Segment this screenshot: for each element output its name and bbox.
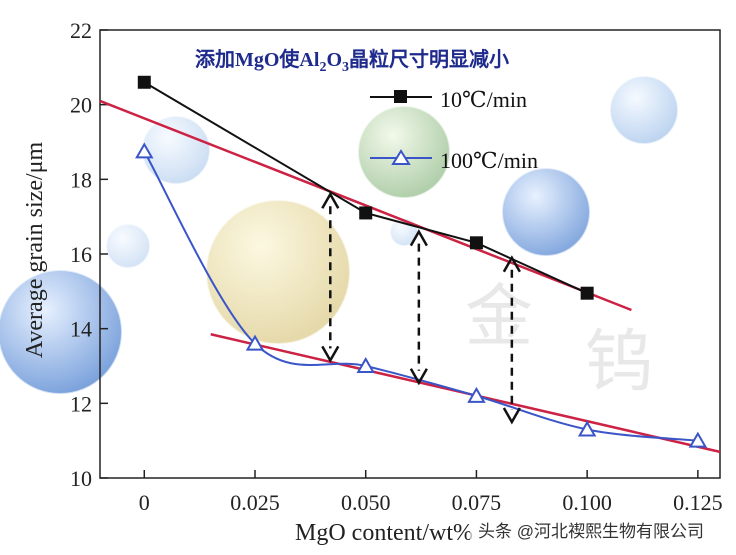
legend-marker-triangle [391,149,411,165]
point-100 [356,356,375,373]
legend-label-100: 100℃/min [440,148,538,173]
bubble-6 [141,115,211,185]
legend-label-10: 10℃/min [440,87,527,112]
legend-marker-square [394,90,407,103]
watermark-glyph-1: 金 [465,279,533,355]
point-100 [577,420,597,437]
arrow-head-up [321,191,340,209]
arrow-head-up [502,255,521,273]
y-axis-label: Average grain size/μm [22,142,48,359]
arrows [321,191,521,425]
point-100 [135,142,154,159]
double-arrow-1 [321,191,340,363]
fit-line-1 [99,99,632,312]
x-tick-label: 0.075 [452,490,502,515]
bubble-7 [105,223,151,269]
point-10 [469,236,483,250]
watermark: 金 钨 [465,279,653,400]
y-tick-label: 14 [70,317,92,342]
y-tick-label: 16 [70,242,92,267]
bubble-2 [205,199,351,345]
bubble-1 [0,269,123,395]
legend: 10℃/min 100℃/min [370,87,538,173]
y-tick-label: 12 [70,391,92,416]
y-tick-label: 10 [70,466,92,491]
arrow-head-down [502,407,521,425]
x-tick-label: 0.025 [230,490,280,515]
point-100 [688,431,708,448]
background-bubbles [0,75,679,395]
arrow-head-down [321,345,340,363]
point-10 [137,75,151,89]
chart-title: 添加MgO使Al2O3晶粒尺寸明显减小 [195,47,509,75]
series-line-10 [143,81,588,295]
point-10 [580,286,594,300]
point-100 [245,334,265,351]
bubble-3 [357,105,451,199]
y-tick-label: 18 [70,167,92,192]
arrow-head-up [409,229,428,247]
watermark-glyph-2: 钨 [585,324,653,400]
credit-text: 头条 @河北禊熙生物有限公司 [478,522,704,541]
bubble-4 [501,167,591,257]
y-tick-label: 22 [70,18,92,43]
arrow-head-down [409,368,428,386]
x-tick-label: 0.125 [673,490,723,515]
double-arrow-3 [502,255,521,425]
credit-watermark: 头条 @河北禊熙生物有限公司 [470,512,732,548]
bubble-5 [609,75,679,145]
point-10 [359,206,373,220]
y-tick-label: 20 [70,93,92,118]
x-tick-label: 0.100 [562,490,612,515]
series [135,75,708,448]
double-arrow-2 [409,229,428,386]
point-100 [467,386,486,403]
axes: 0 0.025 0.050 0.075 0.100 0.125 10 12 14 16 18 20 22 [70,18,723,515]
x-axis-label: MgO content/wt% [295,520,473,546]
x-tick-label: 0 [139,490,150,515]
x-tick-label: 0.050 [341,490,391,515]
